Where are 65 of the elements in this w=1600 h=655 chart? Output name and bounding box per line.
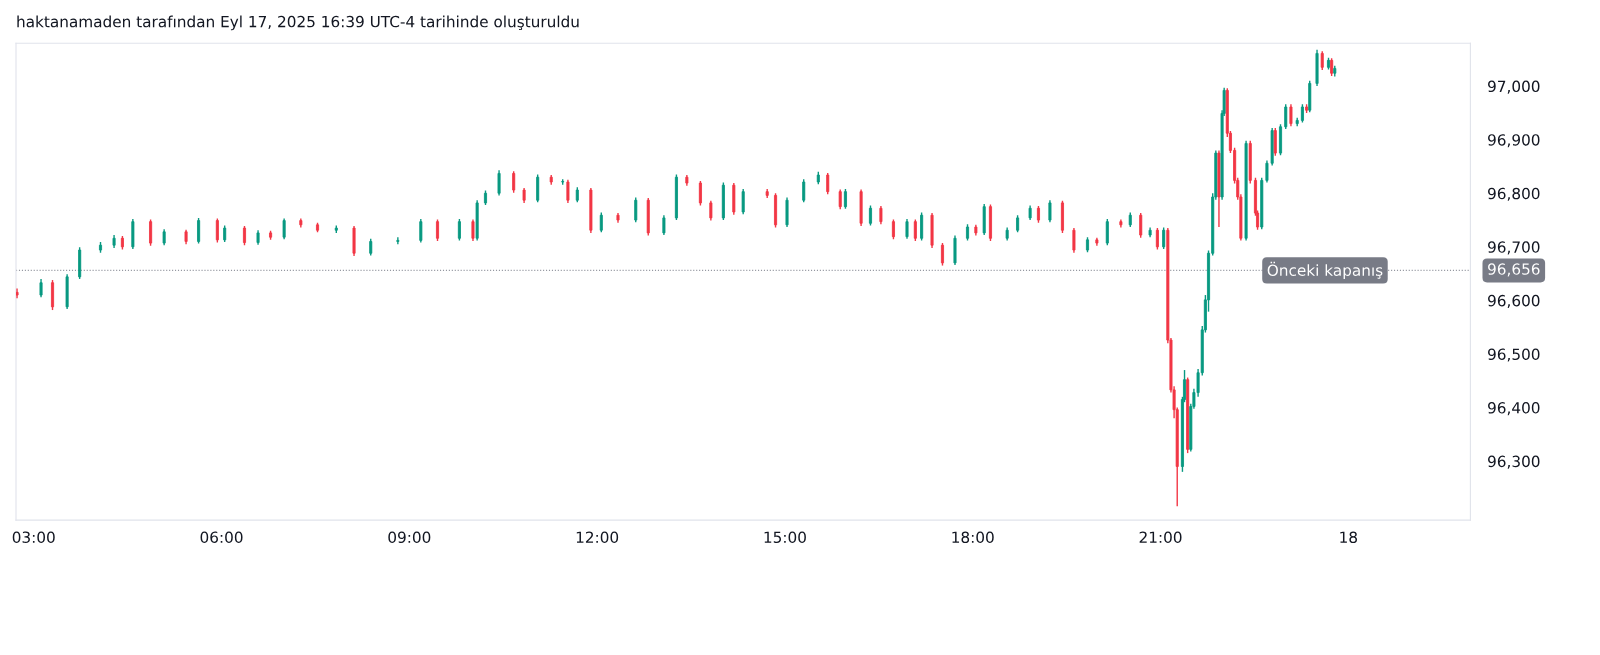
- y-tick-label: 96,500: [1488, 348, 1540, 362]
- x-tick-label: 18:00: [952, 531, 994, 544]
- candlestick: [512, 170, 516, 194]
- y-tick-label: 96,900: [1488, 134, 1540, 148]
- x-tick-label: 09:00: [388, 531, 431, 544]
- candlestick: [838, 188, 842, 211]
- candlestick: [215, 217, 219, 244]
- candlestick: [709, 200, 713, 222]
- annotation: 96,656: [1488, 263, 1540, 277]
- x-tick-label: 18: [1340, 531, 1358, 544]
- candlestick: [1289, 103, 1293, 127]
- candlestick: [698, 180, 702, 207]
- candlestick: [599, 211, 603, 234]
- candlestick: [457, 218, 461, 242]
- y-tick-label: 96,400: [1488, 402, 1540, 416]
- candlestick: [802, 178, 806, 204]
- candlestick: [39, 278, 43, 298]
- candlestick: [536, 173, 540, 204]
- candlestick: [741, 188, 745, 215]
- candlestick: [396, 236, 400, 245]
- candlestick: [868, 204, 872, 227]
- y-tick-label: 96,800: [1488, 187, 1540, 201]
- candlestick: [913, 218, 917, 242]
- y-tick-label: 96,700: [1488, 241, 1540, 255]
- candlestick: [1284, 103, 1288, 130]
- candlestick: [1048, 199, 1052, 223]
- candlestick: [940, 242, 944, 267]
- candlestick: [197, 217, 201, 245]
- x-tick-label: 15:00: [764, 531, 806, 544]
- candlestick: [419, 218, 423, 244]
- y-tick-label: 96,600: [1488, 294, 1540, 308]
- candlestick: [891, 218, 895, 241]
- candlestick: [920, 211, 924, 242]
- x-tick-label: 12:00: [576, 531, 619, 544]
- candlestick: [1105, 218, 1109, 246]
- candlestick: [566, 179, 570, 204]
- ref-line-label: Önceki kapanış: [1267, 261, 1383, 279]
- candlestick: [1072, 227, 1076, 254]
- y-tick-label: 97,000: [1488, 80, 1540, 94]
- candlestick: [497, 169, 501, 197]
- x-tick-label: 06:00: [200, 531, 243, 544]
- candlestick: [1155, 227, 1159, 251]
- chart-title: haktanamaden tarafından Eyl 17, 2025 16:39 UTC-4 tarihinde oluşturuldu: [17, 15, 579, 31]
- candlestick: [1139, 212, 1143, 239]
- candlestick: [662, 214, 666, 236]
- x-tick-label: 03:00: [12, 531, 55, 544]
- candlestick: [634, 196, 638, 223]
- candlestick: [1320, 50, 1324, 71]
- candlestick: [1085, 236, 1090, 253]
- candlestick: [879, 205, 883, 226]
- candlestick: [905, 218, 909, 240]
- candlestick: [1162, 226, 1166, 250]
- candlestick: [282, 217, 286, 241]
- candlestick: [435, 218, 440, 242]
- candlestick: [149, 218, 153, 247]
- candlestick: [483, 189, 488, 206]
- candlestick: [471, 218, 475, 242]
- x-tick-label: 21:00: [1139, 531, 1182, 544]
- y-tick-label: 96,300: [1488, 455, 1540, 469]
- candlestick: [826, 172, 830, 196]
- candlestick: [1273, 127, 1277, 157]
- candlestick: [843, 188, 847, 210]
- candlestick: [1300, 103, 1304, 124]
- candlestick: [1326, 57, 1331, 71]
- candlestick: [242, 225, 246, 246]
